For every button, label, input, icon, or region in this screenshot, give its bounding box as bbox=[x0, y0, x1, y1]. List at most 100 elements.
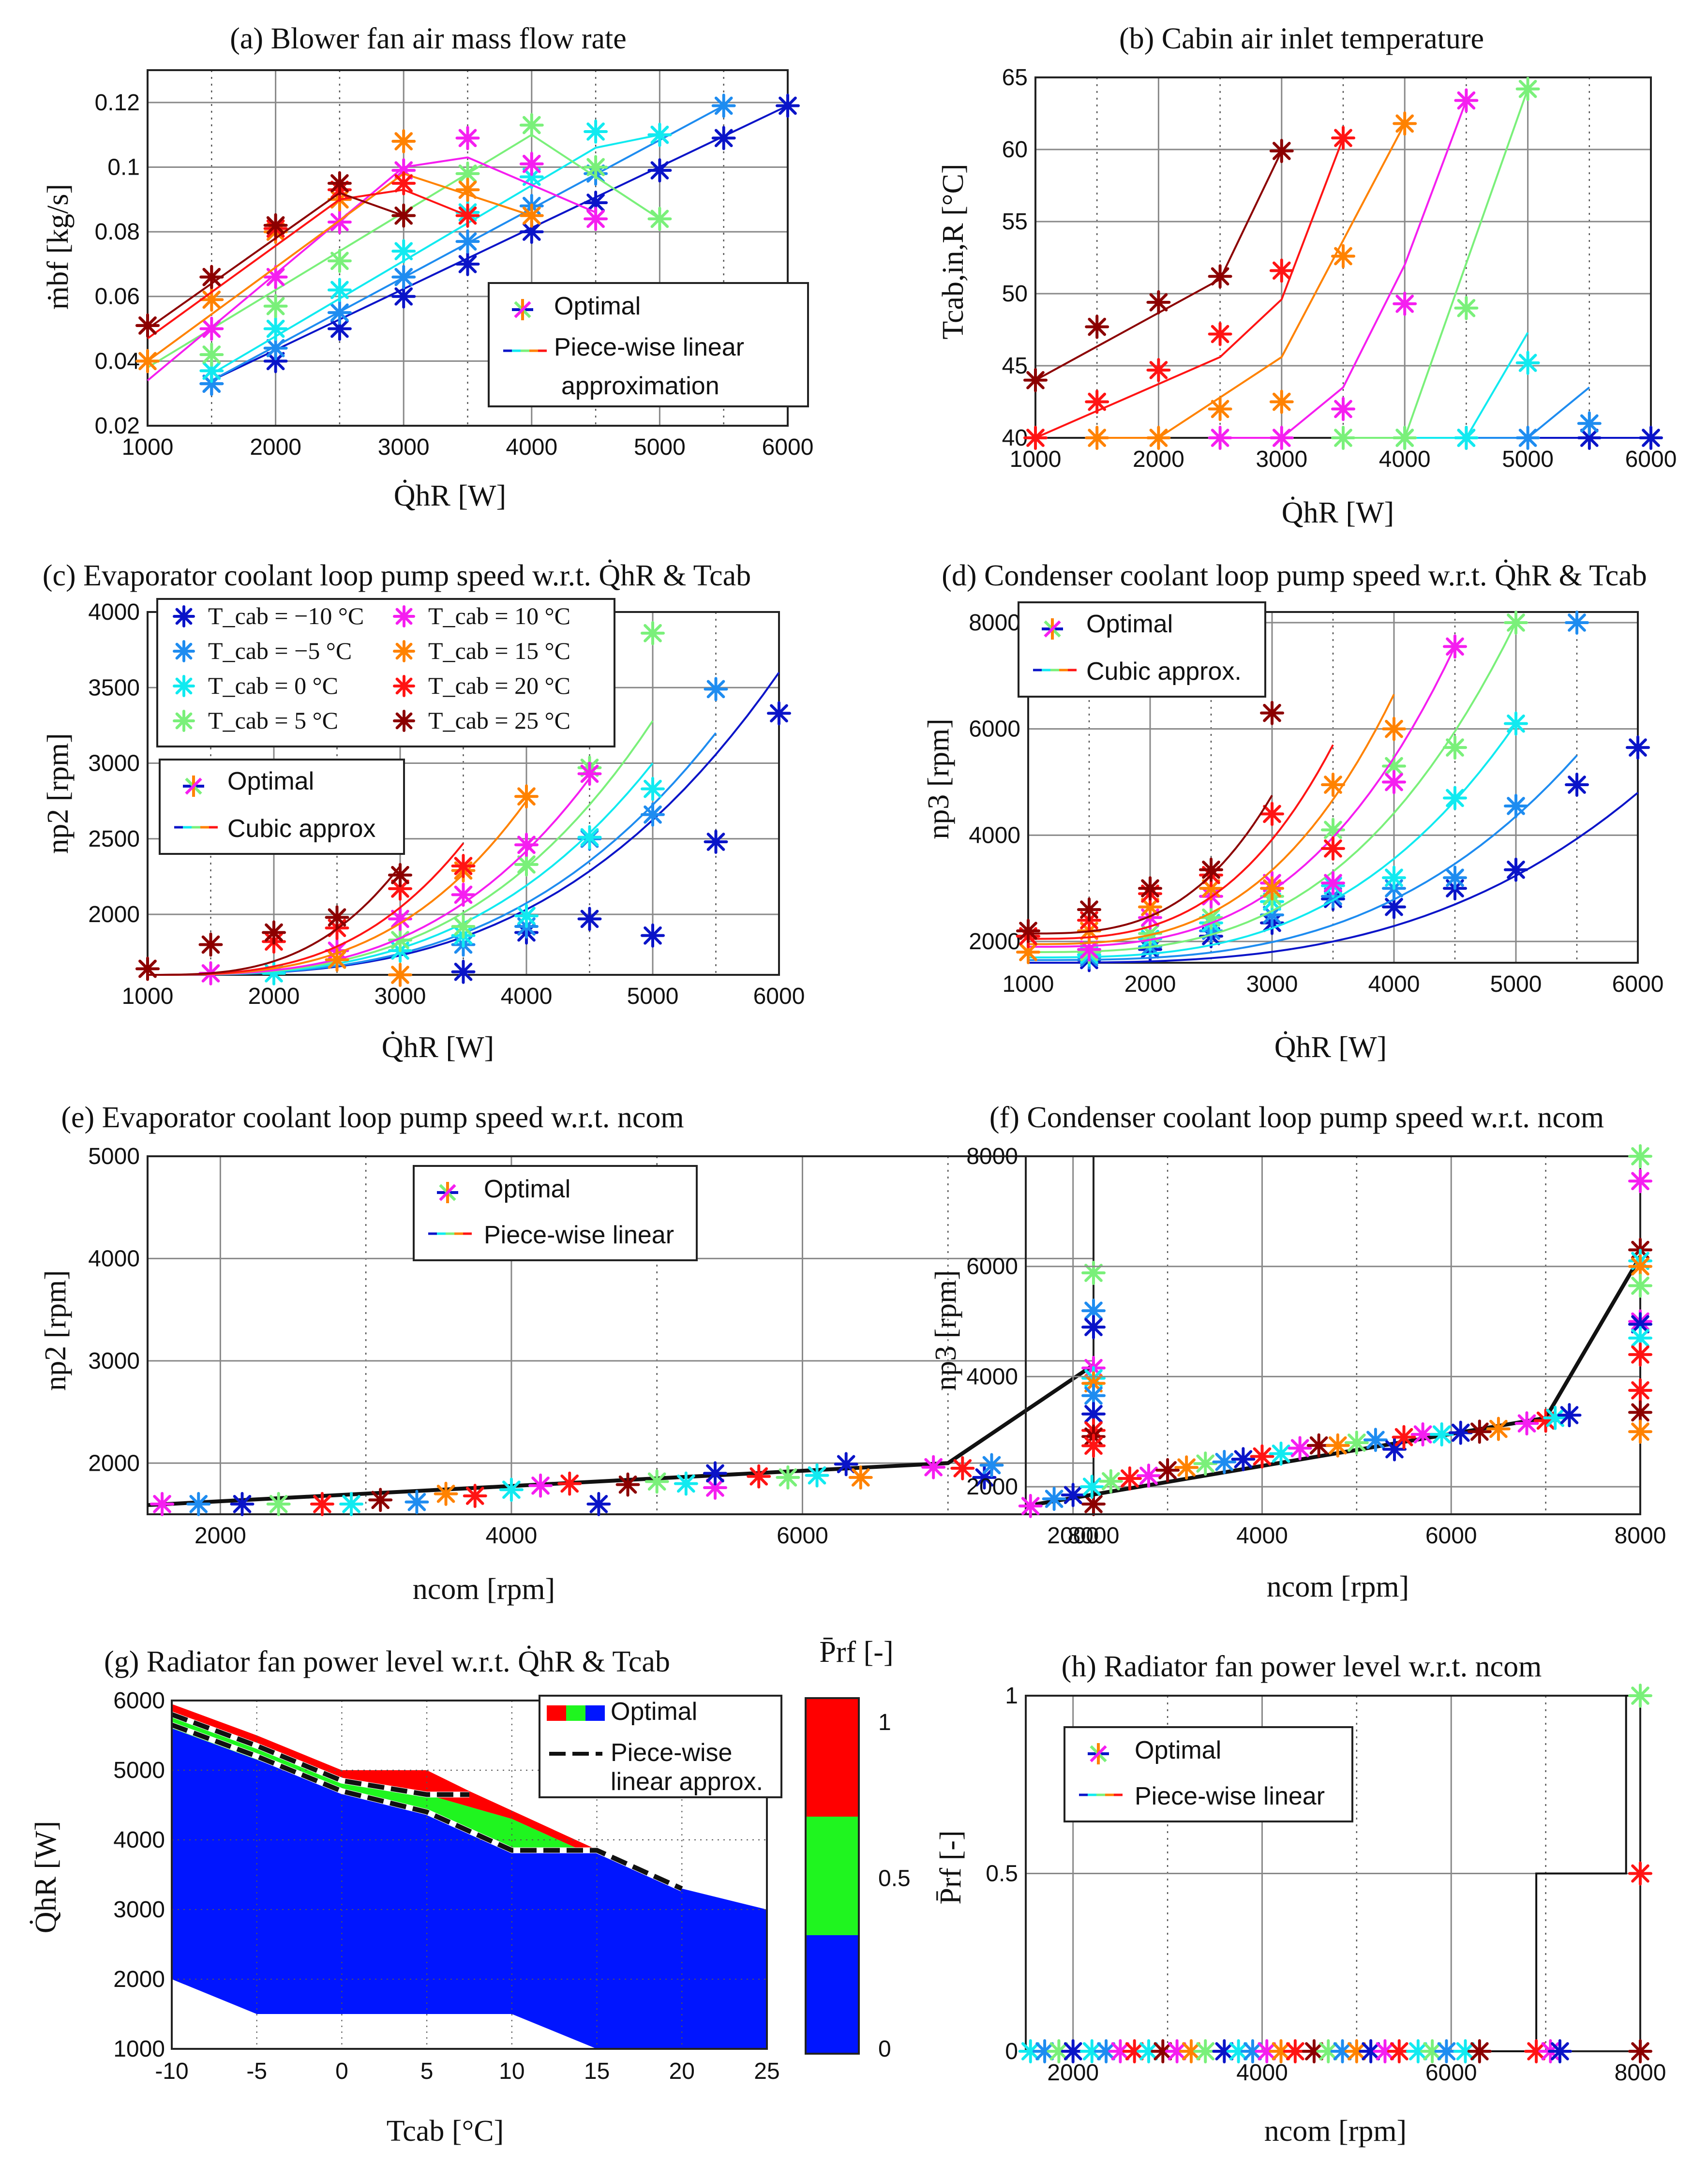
x-tick-label: 4000 bbox=[1368, 971, 1420, 997]
data-point-stroke bbox=[1631, 1315, 1649, 1334]
data-point-stroke bbox=[1272, 429, 1291, 447]
data-point-stroke bbox=[1168, 2042, 1186, 2060]
y-tick-label: 6000 bbox=[966, 1254, 1018, 1280]
data-point bbox=[1454, 426, 1479, 450]
data-point-stroke bbox=[391, 910, 409, 928]
data-point-stroke bbox=[330, 303, 349, 322]
y-tick-label: 0.12 bbox=[95, 90, 140, 116]
data-point-stroke bbox=[458, 180, 477, 199]
y-axis-label: ṁbf [kg/s] bbox=[42, 184, 75, 310]
data-point-stroke bbox=[394, 174, 413, 193]
x-axis-label: Q̇hR [W] bbox=[1274, 1031, 1387, 1064]
x-tick-label: 10 bbox=[499, 2059, 524, 2084]
data-point-stroke bbox=[1334, 247, 1352, 266]
data-point bbox=[327, 316, 352, 341]
data-point bbox=[519, 203, 544, 228]
data-point-stroke bbox=[1272, 142, 1291, 160]
data-point-stroke bbox=[714, 96, 733, 115]
data-point-stroke bbox=[266, 319, 285, 338]
series-cubic-line bbox=[1028, 744, 1334, 940]
y-tick-label: 60 bbox=[1002, 137, 1028, 163]
data-point-stroke bbox=[1177, 1458, 1196, 1477]
y-tick-label: 4000 bbox=[88, 1246, 140, 1271]
legend-swatch bbox=[547, 1705, 566, 1721]
data-point-stroke bbox=[1423, 2042, 1441, 2060]
plot-frame bbox=[171, 1700, 768, 2050]
data-point-stroke bbox=[395, 677, 413, 695]
x-tick-label: 2000 bbox=[1133, 447, 1184, 472]
data-point-stroke bbox=[458, 255, 477, 273]
data-point bbox=[1174, 1455, 1199, 1480]
data-point-stroke bbox=[153, 1495, 171, 1513]
y-tick-label: 2000 bbox=[966, 1474, 1018, 1500]
data-point-stroke bbox=[1305, 2042, 1323, 2060]
series-cubic-line bbox=[148, 865, 401, 976]
approx-line bbox=[171, 1722, 683, 1891]
x-axis-label: ncom [rpm] bbox=[1267, 1570, 1409, 1603]
panel-a: 1000 2000 3000 4000 5000 6000 0.02 0.04 0.06 0.08… bbox=[42, 22, 813, 512]
data-point bbox=[1081, 1492, 1106, 1516]
data-point-stroke bbox=[1507, 714, 1525, 733]
data-point bbox=[1269, 138, 1294, 163]
x-tick-label: 4000 bbox=[506, 434, 557, 460]
data-point bbox=[1429, 1422, 1454, 1447]
data-point bbox=[1208, 264, 1232, 289]
data-point-stroke bbox=[650, 209, 669, 228]
x-tick-label: 5000 bbox=[634, 434, 686, 460]
y-tick-label: 4000 bbox=[969, 822, 1020, 848]
data-point-stroke bbox=[269, 1495, 288, 1513]
chart-title: (g) Radiator fan power level w.r.t. Q̇hR… bbox=[104, 1645, 670, 1678]
data-point bbox=[776, 1465, 800, 1490]
legend-star-icon bbox=[512, 299, 533, 320]
data-point-stroke bbox=[1139, 2042, 1158, 2060]
data-point bbox=[834, 1452, 858, 1477]
data-point-stroke bbox=[458, 206, 477, 225]
colorbar-tick-label: 0.5 bbox=[878, 1866, 911, 1892]
legend-box bbox=[159, 759, 405, 855]
chart-title: (d) Condenser coolant loop pump speed w.… bbox=[942, 559, 1647, 592]
data-point bbox=[1331, 126, 1355, 150]
data-point-stroke bbox=[1631, 1172, 1649, 1191]
data-point bbox=[327, 278, 352, 302]
legend-c: T_cab = −10 °C T_cab = −5 °C T_cab = 0 °C T… bbox=[156, 598, 615, 855]
data-point bbox=[1628, 1169, 1652, 1194]
fit-line bbox=[1034, 1255, 1642, 1507]
y-axis-label: Tcab,in,R [°C] bbox=[937, 164, 970, 339]
y-tick-label: 0.1 bbox=[107, 154, 140, 180]
data-point-stroke bbox=[517, 907, 536, 925]
legend-box bbox=[1064, 1726, 1353, 1822]
series-tcab-20 bbox=[1023, 126, 1355, 450]
data-point-stroke bbox=[1290, 1439, 1309, 1458]
data-point bbox=[1155, 1458, 1180, 1482]
data-point bbox=[1321, 836, 1345, 861]
series-line bbox=[1405, 387, 1590, 439]
data-point bbox=[1467, 1419, 1492, 1444]
data-point-stroke bbox=[1196, 1454, 1215, 1473]
data-point bbox=[455, 178, 480, 202]
data-point bbox=[1269, 389, 1294, 414]
data-point-stroke bbox=[138, 352, 157, 371]
legend-tcab-label: T_cab = 5 °C bbox=[208, 707, 338, 734]
data-point-stroke bbox=[1395, 114, 1414, 133]
data-point-stroke bbox=[1202, 879, 1220, 898]
plot-frame bbox=[147, 69, 789, 427]
y-tick-label: 4000 bbox=[88, 599, 140, 625]
legend-star-stroke bbox=[185, 777, 202, 795]
data-point-stroke bbox=[1263, 879, 1281, 898]
data-point-stroke bbox=[1049, 2042, 1068, 2060]
colorbar: 0 0.5 1 P̄rf [-] bbox=[805, 1636, 911, 2062]
data-point-stroke bbox=[1088, 392, 1107, 411]
data-point-stroke bbox=[586, 122, 605, 141]
data-point-stroke bbox=[1394, 1428, 1413, 1447]
data-point bbox=[1208, 397, 1232, 421]
data-point bbox=[388, 963, 412, 987]
data-point-stroke bbox=[650, 125, 669, 144]
data-point-stroke bbox=[394, 287, 413, 306]
data-point-stroke bbox=[1084, 1436, 1103, 1455]
data-point bbox=[1443, 735, 1467, 760]
data-point bbox=[1504, 711, 1528, 736]
data-point bbox=[391, 171, 416, 195]
legend-label: Optimal bbox=[1086, 610, 1173, 638]
data-point bbox=[1454, 296, 1479, 320]
data-point-stroke bbox=[1457, 91, 1476, 110]
